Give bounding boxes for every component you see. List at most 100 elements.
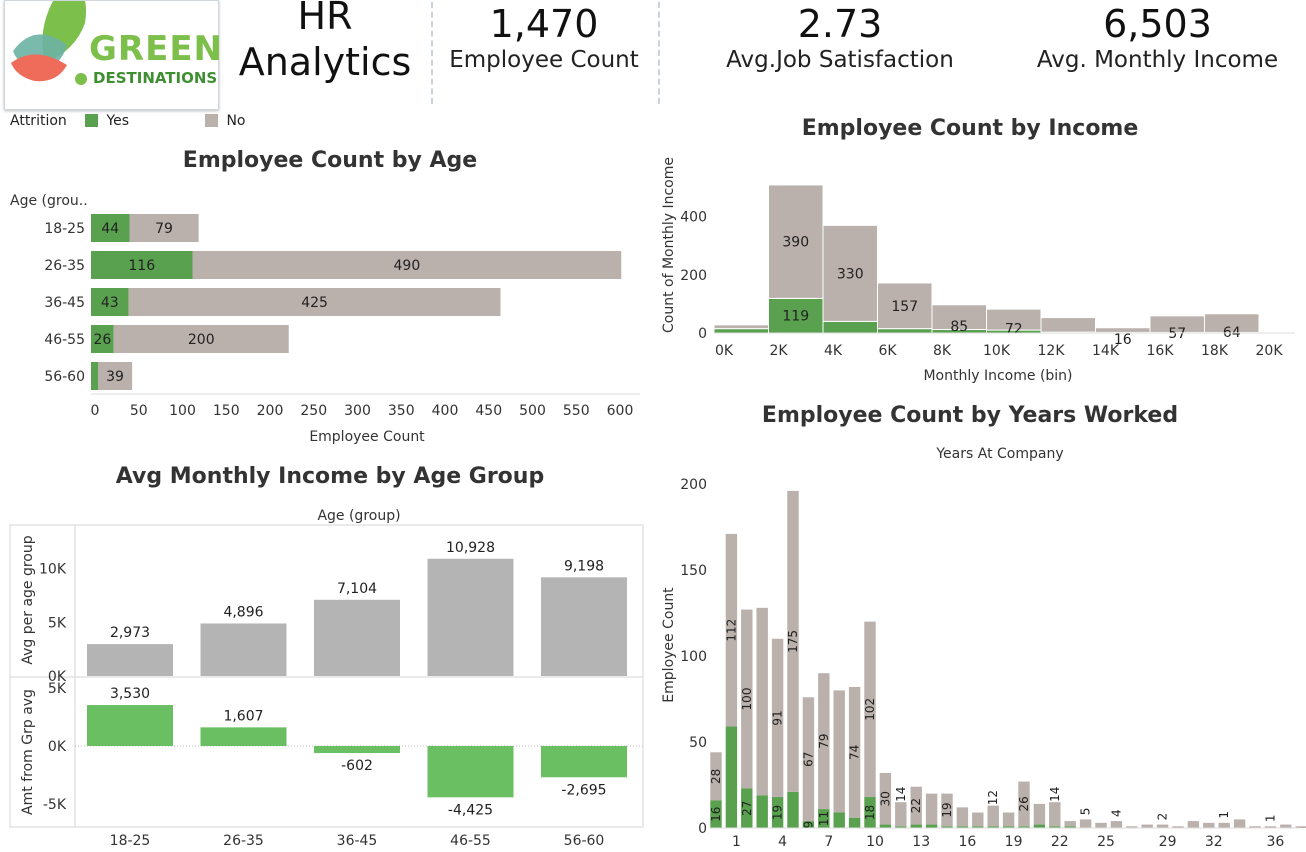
years-subtitle: Years At Company — [935, 446, 1063, 462]
income-chart: Count of Monthly Income 0 200 400 119 390 330 1… — [661, 157, 1295, 384]
income-y-axis-title: Count of Monthly Income — [661, 157, 677, 333]
years-bar-yes — [925, 824, 938, 828]
years-bar-label-no: 100 — [740, 688, 754, 711]
years-x-tick: 22 — [1051, 834, 1069, 850]
years-bar-label-no: 14 — [894, 787, 908, 802]
avg-diff-bar — [87, 705, 173, 746]
years-bar-yes — [756, 795, 768, 828]
avg-diff-label: -602 — [341, 758, 373, 774]
years-bar-no — [710, 752, 722, 801]
years-x-tick: 25 — [1097, 834, 1115, 850]
years-bar-no — [1141, 824, 1153, 828]
years-y-tick: 200 — [680, 477, 707, 493]
years-bar-no — [1064, 821, 1076, 827]
avg-diff-label: 1,607 — [223, 708, 263, 724]
avg-income-label: 4,896 — [223, 604, 263, 620]
age-bar-yes — [91, 325, 114, 353]
years-y-axis-title: Employee Count — [661, 587, 677, 703]
income-x-tick: 0K — [715, 343, 734, 359]
years-bar-label-yes: 9 — [801, 821, 815, 829]
years-x-tick: 29 — [1159, 834, 1177, 850]
avg-income-label: 7,104 — [337, 581, 377, 597]
years-bar-yes — [848, 817, 861, 828]
years-bar-yes — [987, 826, 999, 828]
income-bar-no — [822, 224, 878, 322]
age-bar-no — [98, 362, 133, 390]
income-x-tick: 10K — [983, 343, 1011, 359]
years-bar-yes — [725, 726, 738, 828]
age-bar-label-yes: 44 — [101, 221, 119, 237]
income-bar-no — [1204, 313, 1260, 333]
income-x-tick: 4K — [824, 343, 843, 359]
legend-swatch-no — [205, 114, 218, 127]
years-bar-label-no: 102 — [863, 698, 877, 721]
avg-category-label: 46-55 — [450, 833, 491, 849]
age-x-tick: 150 — [213, 403, 240, 419]
income-y-tick: 0 — [698, 326, 707, 342]
years-bar-yes — [1064, 826, 1076, 828]
years-bar-no — [818, 673, 830, 810]
years-bar-no — [1172, 826, 1184, 828]
income-y-tick: 400 — [680, 210, 707, 226]
legend-item-yes[interactable]: Yes — [85, 113, 129, 129]
logo-bottom-text: DESTINATIONS — [93, 69, 218, 87]
years-bar-no — [1280, 824, 1292, 828]
avg-income-chart: Age (group)Avg per age group0K5K10K2,973… — [9, 508, 644, 849]
age-bar-label-no: 425 — [301, 295, 328, 311]
age-bar-no — [128, 288, 501, 316]
years-bar-yes — [972, 826, 984, 828]
years-y-tick: 150 — [680, 563, 707, 579]
income-x-tick: 12K — [1038, 343, 1066, 359]
years-bar-label-yes: 27 — [740, 801, 754, 816]
age-bar-no — [129, 214, 199, 242]
years-bar-no — [1095, 822, 1107, 828]
years-x-tick: 7 — [824, 834, 833, 850]
avg-category-label: 18-25 — [110, 833, 151, 849]
avg-panel1-y-tick: 10K — [39, 562, 67, 578]
years-bar-yes — [771, 797, 784, 828]
legend-label-yes: Yes — [106, 113, 130, 129]
years-bar-no — [848, 686, 861, 818]
avg-panel2-y-title: Amt from Grp avg — [20, 689, 36, 815]
avg-panel2-y-tick: -5K — [43, 797, 67, 813]
years-bar-yes — [910, 824, 922, 828]
age-category-label: 46-55 — [44, 332, 85, 348]
income-y-tick: 200 — [680, 268, 707, 284]
logo: GREEN DESTINATIONS — [4, 0, 222, 110]
avg-diff-bar — [427, 746, 514, 798]
age-axis-title: Age (grou.. — [10, 193, 88, 209]
avg-income-chart-title: Avg Monthly Income by Age Group — [115, 464, 545, 489]
legend-item-no[interactable]: No — [205, 113, 246, 129]
years-bar-no — [771, 638, 784, 798]
avg-panel-frame — [9, 524, 644, 828]
income-bar-no — [713, 324, 769, 330]
divider — [658, 2, 660, 104]
age-x-tick: 400 — [432, 403, 459, 419]
kpi-job-satisfaction-value: 2.73 — [797, 2, 883, 46]
avg-panel2-y-tick: 0K — [48, 739, 67, 755]
years-bar-no — [925, 793, 938, 825]
legend: Attrition — [10, 113, 67, 129]
income-x-tick: 2K — [769, 343, 788, 359]
age-bar-yes — [91, 288, 129, 316]
years-bar-no — [972, 812, 984, 827]
years-y-tick: 100 — [680, 649, 707, 665]
age-category-label: 56-60 — [44, 369, 85, 385]
age-bar-yes — [91, 362, 98, 390]
avg-income-bar — [427, 558, 514, 676]
years-bar-label-no: 28 — [709, 769, 723, 784]
age-x-tick: 0 — [91, 403, 100, 419]
years-bar-label-no: 4 — [1109, 809, 1123, 817]
age-x-tick: 500 — [519, 403, 546, 419]
years-bar-label-no: 74 — [848, 745, 862, 760]
income-bar-yes — [822, 320, 878, 334]
income-x-tick: 16K — [1147, 343, 1175, 359]
years-bar-yes — [879, 824, 892, 828]
avg-income-bar — [87, 644, 173, 676]
years-bar-no — [833, 690, 845, 813]
avg-income-bar — [200, 623, 287, 676]
years-bar-yes — [1018, 826, 1030, 828]
leaf-logo-icon — [11, 1, 87, 85]
years-bar-yes — [818, 809, 830, 828]
years-bar-no — [741, 609, 753, 789]
